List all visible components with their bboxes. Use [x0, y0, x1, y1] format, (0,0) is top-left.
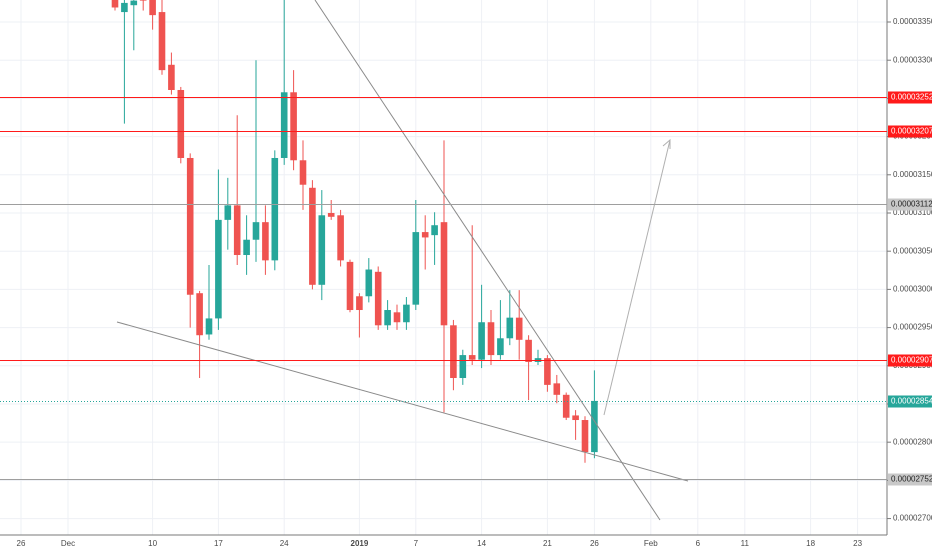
y-tick-label: 0.00002950: [893, 323, 932, 332]
candle-body: [450, 325, 457, 379]
candle-body: [196, 293, 203, 336]
candle-body: [290, 92, 297, 161]
candle-body: [581, 420, 589, 453]
candle-body: [525, 339, 532, 362]
candle-body: [562, 394, 570, 418]
y-tick-label: 0.00002800: [893, 437, 932, 446]
horizontal-lines: 0.00003252 0.00003207 0.00003112 0.00002907…: [0, 91, 932, 486]
candle-body: [309, 187, 316, 285]
candle-body: [431, 225, 438, 236]
candle-body: [346, 261, 354, 311]
candle-body: [262, 222, 269, 261]
candle-body: [158, 12, 166, 71]
y-tick-label: 0.00003050: [893, 246, 932, 255]
price-label: 0.00002854: [891, 397, 932, 406]
candle-body: [384, 310, 391, 326]
x-tick-label: 21: [543, 539, 552, 548]
trend-line: [314, 0, 661, 521]
y-tick-label: 0.00003150: [893, 170, 932, 179]
candle-body: [139, 0, 147, 1]
candle-body: [243, 239, 250, 256]
candle-body: [168, 64, 175, 90]
candle-body: [497, 338, 504, 356]
candle-body: [327, 212, 335, 217]
candle-body: [233, 205, 241, 256]
candle-body: [440, 222, 448, 326]
candle-body: [215, 219, 222, 319]
x-tick-label: Dec: [61, 539, 75, 548]
x-tick-label: 26: [17, 539, 26, 548]
candle-body: [515, 317, 523, 340]
candle-body: [544, 358, 551, 385]
arrow-head: [662, 138, 671, 149]
candle-body: [421, 232, 429, 238]
candle-body: [403, 304, 410, 323]
y-tick-label: 0.00003350: [893, 17, 932, 26]
candle-body: [553, 383, 561, 395]
candle-body: [252, 222, 260, 240]
candles: [111, 0, 598, 463]
price-label-bg: [888, 198, 932, 211]
candle-body: [468, 355, 476, 360]
candle-body: [224, 205, 232, 220]
price-label-bg: [888, 473, 932, 486]
price-label-bg: [888, 125, 932, 138]
price-label: 0.00003112: [891, 200, 932, 209]
y-tick-label: 0.00003300: [893, 55, 932, 64]
candle-body: [318, 215, 326, 285]
x-tick-label: 7: [414, 539, 419, 548]
candle-body: [186, 157, 194, 295]
x-tick-label: 2019: [351, 539, 369, 548]
candle-body: [271, 157, 279, 261]
y-tick-label: 0.00003000: [893, 284, 932, 293]
candle-body: [459, 355, 467, 379]
candle-body: [478, 322, 485, 360]
price-label: 0.00002907: [891, 356, 932, 365]
x-tick-label: 23: [853, 539, 862, 548]
candle-body: [130, 0, 138, 6]
price-label-bg: [888, 91, 932, 104]
x-tick-label: 26: [590, 539, 599, 548]
x-tick-label: Feb: [644, 539, 658, 548]
y-tick-label: 0.00003100: [893, 208, 932, 217]
candle-body: [591, 400, 598, 453]
x-tick-label: 14: [477, 539, 486, 548]
price-label: 0.00003252: [891, 93, 932, 102]
x-tick-label: 24: [280, 539, 289, 548]
x-tick-label: 6: [696, 539, 701, 548]
candle-body: [412, 232, 420, 305]
price-label: 0.00002752: [891, 475, 932, 484]
candle-body: [121, 2, 128, 13]
candle-body: [356, 296, 363, 311]
candle-body: [205, 318, 213, 335]
y-tick-label: 0.00002700: [893, 514, 932, 523]
candle-body: [177, 89, 185, 158]
candle-body: [506, 317, 514, 339]
x-tick-label: 10: [148, 539, 157, 548]
candle-body: [280, 92, 288, 158]
candle-body: [374, 271, 382, 326]
price-label-bg: [888, 354, 932, 367]
candle-body: [299, 160, 307, 185]
candle-body: [365, 269, 373, 297]
x-tick-label: 17: [214, 539, 223, 548]
candle-body: [487, 322, 495, 356]
x-tick-label: 11: [741, 539, 750, 548]
candle-body: [149, 0, 156, 16]
candle-body: [111, 0, 119, 8]
arrow: [603, 139, 671, 416]
candle-body: [393, 312, 401, 323]
x-tick-label: 18: [806, 539, 815, 548]
price-label-bg: [888, 395, 932, 408]
candle-body: [572, 415, 579, 421]
candle-body: [337, 215, 344, 261]
price-label: 0.00003207: [891, 127, 932, 136]
